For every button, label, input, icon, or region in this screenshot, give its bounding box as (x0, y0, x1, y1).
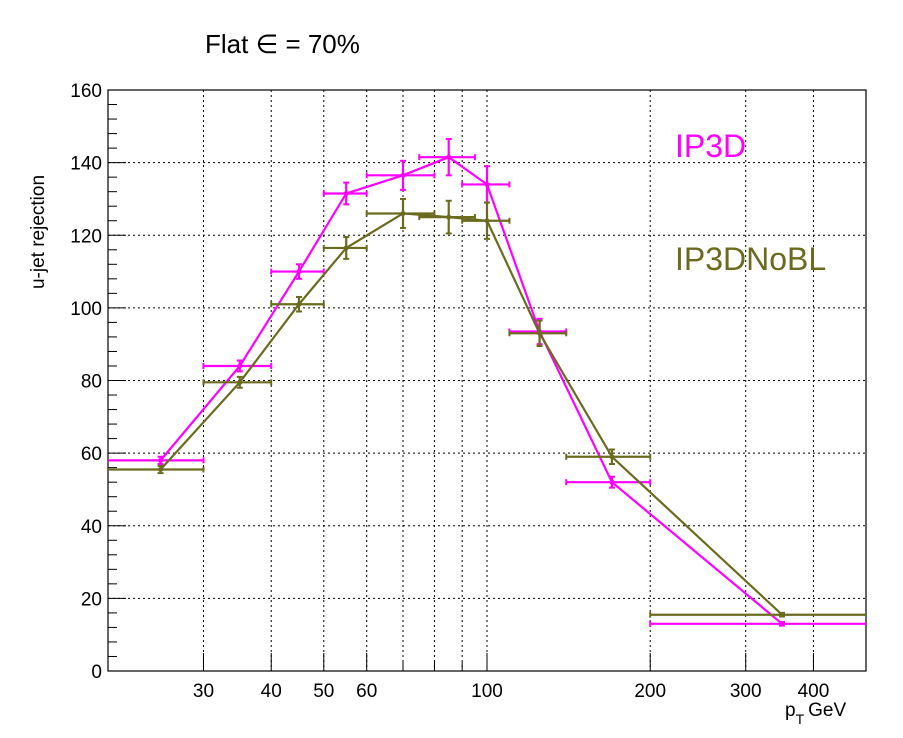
data-point (565, 475, 652, 489)
point-marker (343, 245, 349, 251)
series-line (159, 155, 783, 625)
point-marker (446, 154, 452, 160)
point-marker (237, 363, 243, 369)
y-tick-label: 0 (91, 662, 102, 683)
data-point (461, 201, 511, 240)
data-point (565, 448, 652, 466)
legend-ip3d: IP3D (675, 128, 746, 164)
series-layer (108, 138, 866, 627)
legend-ip3dnobl: IP3DNoBL (675, 241, 826, 277)
series-line (159, 212, 783, 616)
y-tick-label: 80 (81, 372, 102, 393)
y-tick-label: 40 (81, 517, 102, 538)
data-point (108, 464, 205, 475)
y-tick-label: 20 (81, 589, 102, 610)
y-tick-label: 60 (81, 444, 102, 465)
data-point (508, 319, 568, 348)
point-marker (158, 466, 164, 472)
x-tick-label: 30 (193, 681, 214, 702)
point-marker (237, 379, 243, 385)
point-marker (400, 172, 406, 178)
data-point (365, 159, 436, 191)
point-marker (400, 210, 406, 216)
point-marker (609, 479, 615, 485)
x-tick-label: 400 (798, 681, 830, 702)
x-tick-label: 200 (634, 681, 666, 702)
y-tick-label: 160 (70, 81, 102, 102)
point-marker (343, 190, 349, 196)
x-tick-label: 300 (730, 681, 762, 702)
point-marker (484, 181, 490, 187)
x-tick-label: 40 (261, 681, 282, 702)
y-tick-label: 100 (70, 299, 102, 320)
point-marker (779, 621, 785, 627)
series-ip3dnobl (108, 197, 866, 618)
data-point (202, 375, 273, 389)
x-tick-label: 60 (356, 681, 377, 702)
data-point (418, 199, 476, 235)
x-axis-label-unit: GeV (808, 700, 846, 721)
data-point (322, 236, 368, 260)
tick-labels: 0 20 40 60 80 100 120 140 160 30 40 50 60 100 200 300 40… (70, 81, 829, 702)
point-marker (484, 218, 490, 224)
x-axis-label-sub: T (796, 711, 805, 727)
axes (107, 89, 867, 672)
data-point (108, 455, 205, 466)
point-marker (537, 330, 543, 336)
data-point (649, 620, 866, 627)
x-axis-label-main: p (785, 700, 796, 721)
point-marker (296, 301, 302, 307)
y-axis-label: u-jet rejection (28, 175, 49, 289)
point-marker (158, 457, 164, 463)
data-point (322, 181, 368, 206)
chart-title: Flat ∈ = 70% (205, 29, 360, 59)
point-marker (446, 214, 452, 220)
y-tick-label: 120 (70, 226, 102, 247)
y-tick-label: 140 (70, 154, 102, 175)
x-tick-label: 50 (313, 681, 334, 702)
data-point (270, 263, 325, 280)
data-point (365, 197, 436, 229)
point-marker (779, 612, 785, 618)
data-point (202, 359, 273, 373)
point-marker (296, 269, 302, 275)
data-point (270, 295, 325, 313)
x-tick-label: 100 (471, 681, 503, 702)
point-marker (609, 454, 615, 460)
data-point (649, 611, 866, 618)
x-axis-label: pT GeV (785, 700, 846, 727)
data-point (418, 138, 476, 177)
